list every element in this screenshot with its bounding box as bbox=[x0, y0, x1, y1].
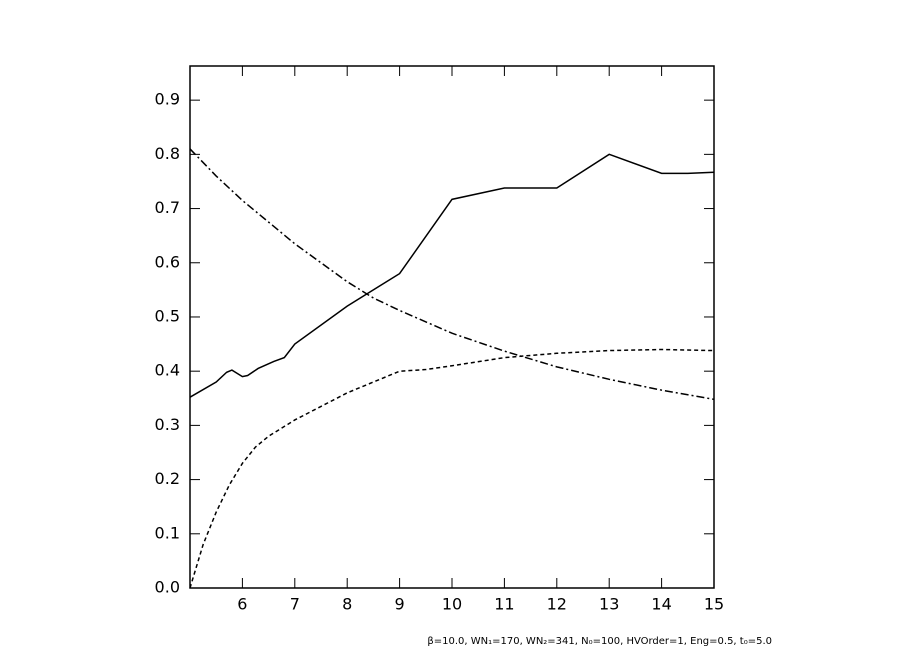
plot-frame bbox=[189, 65, 715, 589]
series-line bbox=[189, 148, 715, 401]
x-tick-label: 8 bbox=[342, 595, 352, 614]
series-line bbox=[189, 153, 715, 398]
y-tick-label: 0.7 bbox=[155, 198, 180, 217]
x-tick-label: 6 bbox=[237, 595, 247, 614]
y-tick-label: 0.2 bbox=[155, 469, 180, 488]
y-tick-label: 0.4 bbox=[155, 361, 180, 380]
x-tick-label: 14 bbox=[651, 595, 671, 614]
series-line bbox=[189, 348, 715, 589]
x-tick-label: 13 bbox=[599, 595, 619, 614]
y-tick-label: 0.3 bbox=[155, 415, 180, 434]
y-tick-label: 0.0 bbox=[155, 578, 180, 597]
x-tick-label: 12 bbox=[547, 595, 567, 614]
x-tick-label: 10 bbox=[442, 595, 462, 614]
y-tick-label: 0.8 bbox=[155, 144, 180, 163]
x-tick-label: 9 bbox=[395, 595, 405, 614]
y-tick-label: 0.6 bbox=[155, 252, 180, 271]
y-tick-label: 0.5 bbox=[155, 306, 180, 325]
x-tick-label: 15 bbox=[704, 595, 724, 614]
x-tick-label: 7 bbox=[290, 595, 300, 614]
y-tick-label: 0.1 bbox=[155, 523, 180, 542]
footnote: β=10.0, WN₁=170, WN₂=341, N₀=100, HVOrde… bbox=[427, 636, 772, 647]
x-tick-label: 11 bbox=[494, 595, 514, 614]
y-tick-label: 0.9 bbox=[155, 90, 180, 109]
